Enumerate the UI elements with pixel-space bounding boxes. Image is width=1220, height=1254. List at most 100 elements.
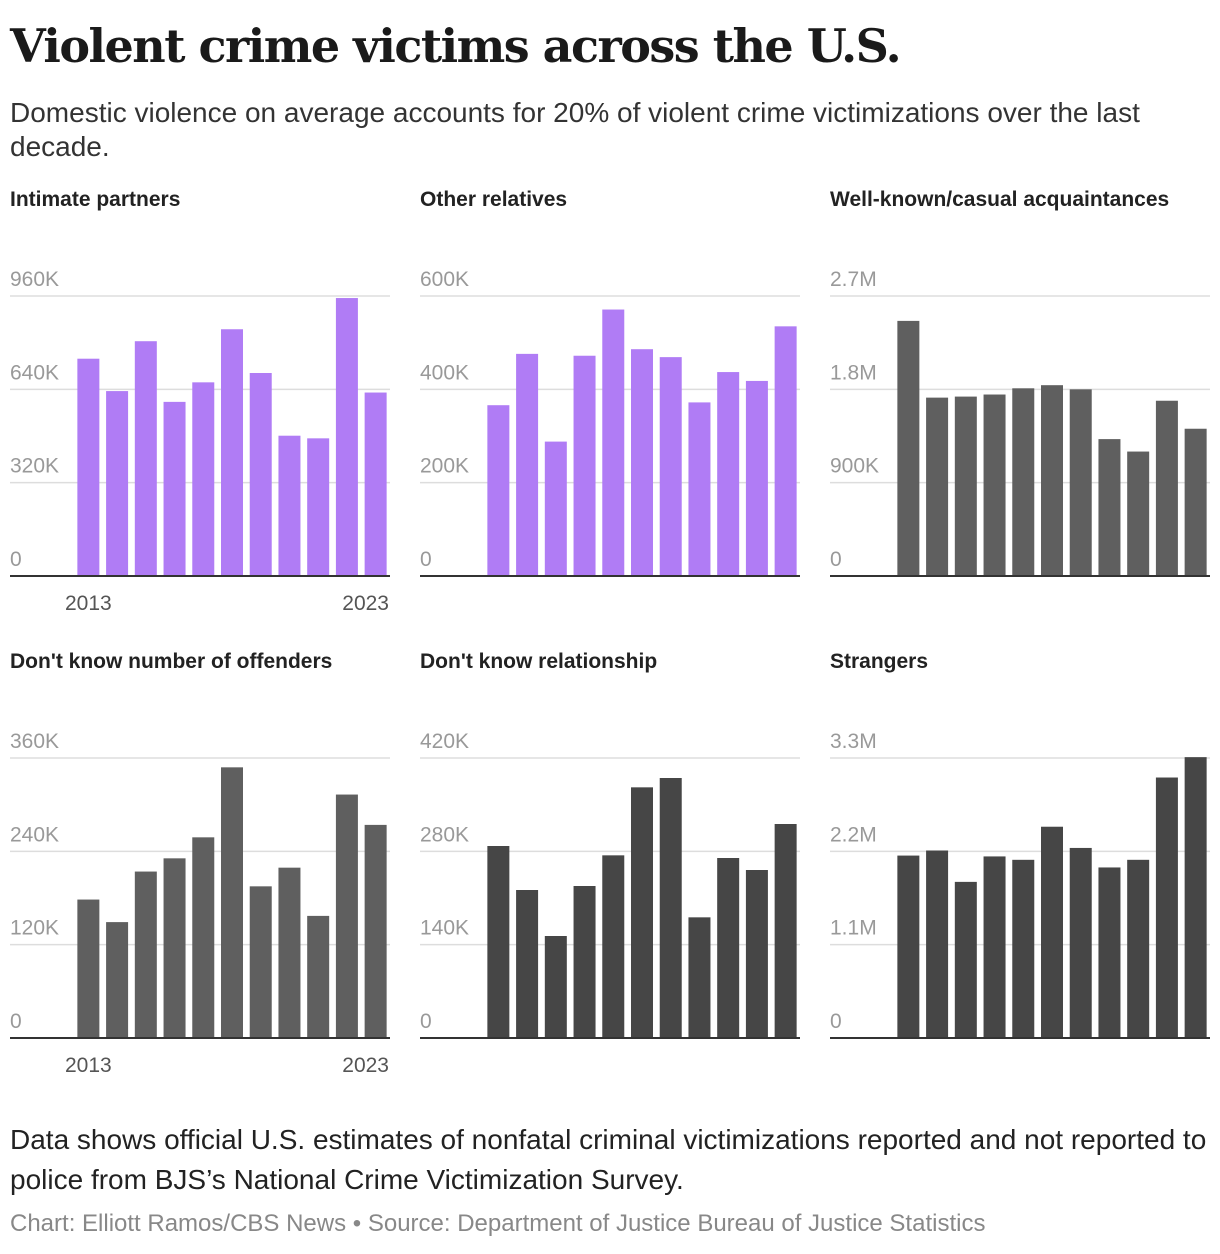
- y-tick-label: 240K: [10, 823, 59, 846]
- bar: [659, 778, 682, 1038]
- panel-title: Strangers: [830, 650, 929, 673]
- bar: [983, 394, 1006, 576]
- bar: [544, 936, 567, 1038]
- bar: [544, 441, 567, 576]
- bar: [163, 858, 186, 1038]
- bar: [307, 915, 330, 1038]
- y-tick-label: 3.3M: [830, 730, 877, 753]
- bar: [249, 886, 272, 1038]
- y-tick-label: 2.7M: [830, 268, 877, 291]
- bar: [134, 341, 157, 576]
- y-tick-label: 280K: [420, 823, 469, 846]
- bar-chart: 0 1.1M 2.2M 3.3M: [830, 730, 1210, 1039]
- bar: [897, 855, 920, 1038]
- panel-title: Well-known/casual acquaintances: [830, 188, 1170, 211]
- bar: [954, 881, 977, 1038]
- chart-subtitle: Domestic violence on average accounts fo…: [10, 97, 1140, 162]
- bar: [77, 358, 100, 576]
- y-tick-label: 960K: [10, 268, 59, 291]
- bar: [307, 438, 330, 576]
- data-note: Data shows official U.S. estimates of no…: [10, 1124, 1207, 1195]
- panel-title: Don't know number of offenders: [10, 650, 333, 673]
- source-credit: Chart: Elliott Ramos/CBS News • Source: …: [10, 1210, 986, 1237]
- bar-chart: 0 900K 1.8M 2.7M: [830, 268, 1210, 577]
- bar: [926, 397, 949, 576]
- y-tick-label: 200K: [420, 455, 469, 478]
- bar: [1155, 400, 1178, 576]
- bar: [77, 899, 100, 1038]
- y-tick-label: 0: [420, 548, 432, 571]
- bar: [335, 794, 358, 1038]
- small-multiple-unknown-offenders: Don't know number of offenders 0 120K 240K…: [10, 650, 400, 1077]
- y-tick-label: 0: [830, 548, 842, 571]
- y-tick-label: 360K: [10, 730, 59, 753]
- bar: [573, 886, 596, 1038]
- bar: [249, 373, 272, 576]
- y-tick-label: 1.8M: [830, 361, 877, 384]
- x-tick-label: 2023: [342, 592, 389, 615]
- bar: [983, 856, 1006, 1038]
- bar: [192, 837, 215, 1038]
- y-tick-label: 0: [420, 1010, 432, 1033]
- bar: [926, 850, 949, 1038]
- y-tick-label: 400K: [420, 361, 469, 384]
- small-multiple-unknown-relationship: Don't know relationship 0 140K 280K 420K: [420, 650, 810, 1070]
- y-tick-label: 1.1M: [830, 917, 877, 940]
- bar: [745, 870, 768, 1038]
- bar: [717, 372, 740, 576]
- bar-chart: 0 200K 400K 600K: [420, 268, 800, 577]
- bar: [1184, 757, 1207, 1038]
- bar: [774, 824, 797, 1038]
- panel-title: Other relatives: [420, 188, 568, 211]
- bar: [364, 824, 387, 1038]
- y-tick-label: 640K: [10, 361, 59, 384]
- bar: [1069, 847, 1092, 1038]
- bar: [602, 309, 625, 576]
- bar: [192, 382, 215, 576]
- bar: [106, 391, 129, 576]
- panel-title: Intimate partners: [10, 188, 181, 211]
- bar: [221, 767, 243, 1038]
- small-multiple-acquaintances: Well-known/casual acquaintances 0 900K 1.8…: [830, 188, 1220, 608]
- panel-title: Don't know relationship: [420, 650, 658, 673]
- bar: [1127, 451, 1150, 576]
- bar: [278, 435, 301, 576]
- bar: [516, 353, 539, 576]
- y-tick-label: 900K: [830, 455, 879, 478]
- y-tick-label: 320K: [10, 455, 59, 478]
- bar: [1012, 859, 1035, 1038]
- small-multiple-other-relatives: Other relatives 0 200K 400K 600K: [420, 188, 810, 608]
- x-tick-label: 2013: [65, 1054, 112, 1077]
- bar: [1184, 428, 1207, 576]
- bar: [688, 917, 711, 1038]
- bar: [1012, 388, 1035, 576]
- bar: [487, 846, 510, 1038]
- bar: [221, 329, 243, 576]
- bar-chart: 0 120K 240K 360K 2013 2023: [10, 730, 390, 1077]
- y-tick-label: 0: [830, 1010, 842, 1033]
- bar: [688, 402, 711, 576]
- y-tick-label: 420K: [420, 730, 469, 753]
- bar: [163, 401, 186, 576]
- bar-chart: 0 140K 280K 420K: [420, 730, 800, 1039]
- bar: [774, 326, 797, 576]
- y-tick-label: 0: [10, 548, 22, 571]
- bar: [631, 787, 653, 1038]
- y-tick-label: 120K: [10, 917, 59, 940]
- bar: [717, 858, 740, 1038]
- bar: [1155, 777, 1178, 1038]
- x-tick-label: 2013: [65, 592, 112, 615]
- bar: [897, 320, 920, 576]
- bar: [1098, 439, 1121, 576]
- y-tick-label: 2.2M: [830, 823, 877, 846]
- chart-title: Violent crime victims across the U.S.: [10, 19, 902, 73]
- bar: [1127, 859, 1150, 1038]
- bar: [1069, 389, 1092, 576]
- bar: [573, 355, 596, 576]
- bar: [1041, 826, 1063, 1038]
- bar: [1041, 385, 1063, 576]
- bar: [335, 298, 358, 576]
- y-tick-label: 600K: [420, 268, 469, 291]
- bar: [364, 392, 387, 576]
- bar: [487, 405, 510, 576]
